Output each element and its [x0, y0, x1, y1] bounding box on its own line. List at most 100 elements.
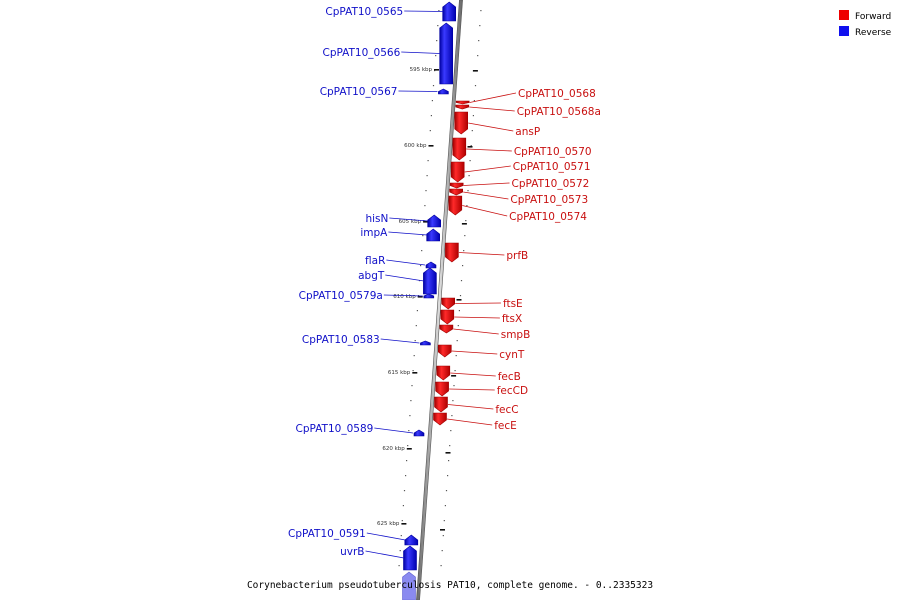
gene-cppat10-0572[interactable] [449, 182, 464, 189]
leader-line [380, 338, 420, 344]
gene-cppat10-0565[interactable] [442, 1, 457, 22]
leader-line [385, 274, 424, 282]
gene-impa[interactable] [426, 228, 441, 242]
legend-label-forward: Forward [855, 12, 891, 22]
kbp-tick-label: 620 kbp [382, 446, 405, 452]
gene-cppat10-0583[interactable] [420, 340, 431, 346]
leader-line [454, 316, 500, 319]
genes-layer [402, 1, 470, 600]
gene-cynt[interactable] [437, 344, 452, 358]
leader-line [468, 122, 514, 132]
gene-cppat10-0574[interactable] [448, 195, 463, 216]
gene-ansp[interactable] [454, 111, 469, 135]
gene-label-cppat10-0591[interactable]: CpPAT10_0591 [288, 528, 366, 540]
gene-labels: CpPAT10_0565 CpPAT10_0566 CpPAT10_0567 hisN… [288, 6, 601, 559]
kbp-tick-minor [440, 529, 445, 531]
gene-label-cppat10-0568a[interactable]: CpPAT10_0568a [517, 106, 601, 118]
gene-cppat10-0568[interactable] [455, 100, 470, 105]
gene-label-ansp[interactable]: ansP [515, 126, 540, 138]
gene-smpb[interactable] [439, 324, 454, 334]
leader-line [446, 418, 493, 426]
gene-label-fecb[interactable]: fecB [498, 371, 521, 383]
gene-flar[interactable] [425, 261, 437, 269]
gene-ftsx[interactable] [440, 309, 455, 325]
gene-label-cppat10-0566[interactable]: CpPAT10_0566 [322, 47, 400, 59]
legend: Forward Reverse [839, 10, 892, 38]
legend-swatch-reverse [839, 26, 849, 36]
gene-label-feccd[interactable]: fecCD [497, 385, 528, 397]
leader-line [386, 259, 426, 266]
gene-label-cppat10-0574[interactable]: CpPAT10_0574 [509, 211, 587, 223]
gene-cppat10-0570[interactable] [452, 137, 467, 161]
gene-label-cppat10-0589[interactable]: CpPAT10_0589 [296, 423, 374, 435]
gene-abgt[interactable] [423, 267, 437, 295]
gene-label-cppat10-0571[interactable]: CpPAT10_0571 [513, 161, 591, 173]
gene-label-cppat10-0565[interactable]: CpPAT10_0565 [325, 6, 403, 18]
gene-fecb[interactable] [436, 365, 451, 381]
leader-line [450, 372, 496, 377]
leader-line [458, 252, 505, 256]
gene-cppat10-0568a[interactable] [455, 104, 470, 110]
leader-line [366, 532, 406, 541]
gene-label-smpb[interactable]: smpB [501, 329, 531, 341]
leader-line [451, 350, 498, 355]
gene-hisn[interactable] [427, 214, 442, 228]
gene-cppat10-0589[interactable] [413, 429, 425, 437]
gene-label-abgt[interactable]: abgT [358, 270, 385, 282]
gene-label-ftse[interactable]: ftsE [503, 298, 523, 310]
leader-line [365, 550, 405, 559]
gene-cppat10-0573[interactable] [449, 188, 464, 196]
gene-label-cppat10-0567[interactable]: CpPAT10_0567 [320, 86, 398, 98]
gene-label-cppat10-0572[interactable]: CpPAT10_0572 [512, 178, 590, 190]
genome-axis [416, 0, 463, 600]
gene-cppat10-0591[interactable] [404, 534, 419, 546]
leader-line [463, 182, 510, 186]
gene-cppat10-0571[interactable] [450, 161, 465, 183]
gene-cppat10-0567[interactable] [438, 88, 449, 95]
gene-label-hisn[interactable]: hisN [365, 213, 388, 225]
gene-cppat10-0566[interactable] [439, 22, 454, 85]
kbp-tick-label: 615 kbp [388, 370, 411, 376]
gene-label-prfb[interactable]: prfB [506, 250, 528, 262]
kbp-tick-minor [467, 146, 473, 148]
gene-feccd[interactable] [435, 381, 449, 397]
gene-label-cppat10-0583[interactable]: CpPAT10_0583 [302, 334, 380, 346]
leader-line [464, 165, 511, 173]
leader-line [374, 427, 414, 434]
gene-label-cppat10-0579a[interactable]: CpPAT10_0579a [299, 290, 383, 302]
kbp-ticks: 595 kbp 600 kbp 605 kbp 610 kbp 615 kbp 620 k… [377, 67, 478, 531]
gene-label-ftsx[interactable]: ftsX [502, 313, 522, 325]
gene-fece[interactable] [433, 412, 447, 426]
kbp-tick-minor [451, 375, 457, 377]
gene-label-cppat10-0568[interactable]: CpPAT10_0568 [518, 88, 596, 100]
gene-label-cynt[interactable]: cynT [499, 349, 525, 361]
gene-label-impa[interactable]: impA [360, 227, 388, 239]
kbp-tick-label: 595 kbp [410, 67, 433, 73]
gene-label-flar[interactable]: flaR [365, 255, 385, 267]
leader-line [389, 217, 429, 222]
leader-line [383, 294, 423, 297]
leader-line [401, 51, 441, 54]
gene-prfb[interactable] [445, 242, 459, 263]
kbp-tick-label: 610 kbp [393, 294, 416, 300]
leader-line [449, 388, 495, 391]
kbp-tick-label: 600 kbp [404, 143, 427, 149]
gene-label-fece[interactable]: fecE [494, 420, 517, 432]
gene-ftse[interactable] [441, 297, 456, 310]
gene-uvrb[interactable] [403, 545, 417, 571]
gene-label-cppat10-0573[interactable]: CpPAT10_0573 [510, 194, 588, 206]
dot-guides [398, 10, 482, 567]
kbp-tick-minor [445, 452, 451, 454]
leader-line [466, 148, 512, 152]
gene-fecc[interactable] [434, 396, 448, 413]
kbp-tick-label: 625 kbp [377, 521, 400, 527]
gene-cppat10-0579a[interactable] [423, 293, 435, 299]
kbp-tick-label: 605 kbp [399, 219, 422, 225]
leader-line [469, 106, 515, 112]
leader-line [469, 92, 517, 103]
leader-line [398, 90, 438, 92]
gene-label-fecc[interactable]: fecC [495, 404, 518, 416]
gene-label-uvrb[interactable]: uvrB [340, 546, 364, 558]
gene-label-cppat10-0570[interactable]: CpPAT10_0570 [514, 146, 592, 158]
